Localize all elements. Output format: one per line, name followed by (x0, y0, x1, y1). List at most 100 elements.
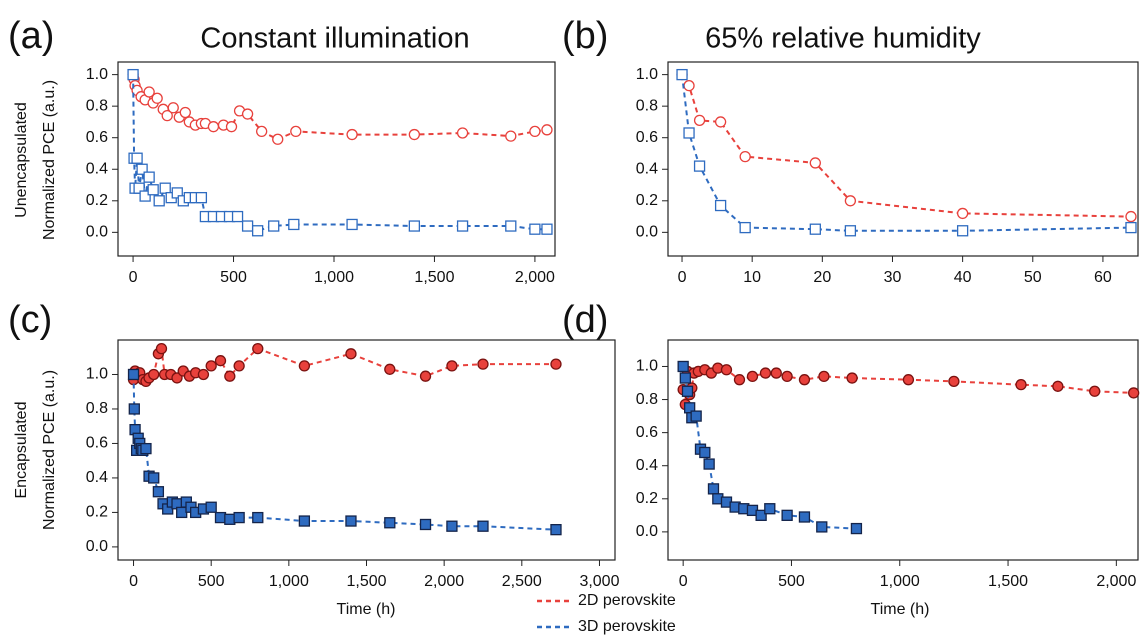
row-label: Encapsulated (13, 402, 30, 499)
series-line (132, 374, 557, 531)
marker (290, 125, 302, 138)
marker (809, 223, 821, 235)
marker (1125, 210, 1137, 223)
marker (252, 511, 264, 524)
marker (419, 370, 432, 382)
x-tick-label: 30 (884, 269, 902, 286)
marker (1128, 387, 1140, 399)
marker (148, 368, 160, 381)
y-tick-label: 0.0 (86, 224, 108, 241)
marker (781, 370, 793, 383)
x-tick-label: 2,000 (515, 269, 555, 286)
marker (233, 511, 245, 524)
x-tick-label: 2,000 (1096, 573, 1136, 590)
marker (252, 342, 264, 355)
marker (1125, 221, 1137, 234)
marker (251, 225, 264, 237)
y-tick-label: 0.4 (86, 469, 108, 486)
x-tick-label: 20 (813, 269, 831, 286)
marker (683, 80, 695, 92)
marker (224, 513, 236, 525)
marker (739, 150, 751, 163)
marker (214, 511, 227, 524)
marker (176, 506, 188, 519)
x-tick-label: 500 (198, 573, 225, 590)
y-tick-label: 0.2 (636, 192, 658, 209)
marker (846, 372, 858, 384)
x-tick-label: 1,500 (414, 269, 454, 286)
marker (764, 503, 776, 515)
marker (205, 360, 217, 372)
marker (446, 360, 458, 372)
marker (693, 160, 706, 172)
marker (809, 157, 821, 169)
marker (690, 410, 702, 422)
marker (195, 191, 208, 204)
row-label: Unencapsulated (13, 102, 30, 218)
marker (703, 458, 715, 470)
x-tick-label: 1,000 (314, 269, 354, 286)
marker (127, 68, 139, 81)
y-tick-label: 0.6 (636, 129, 658, 146)
marker (345, 515, 357, 527)
marker (205, 501, 217, 513)
marker (770, 367, 782, 379)
x-tick-label: 0 (679, 573, 688, 590)
marker (550, 524, 562, 536)
marker (207, 121, 220, 133)
marker (179, 106, 191, 119)
marker (128, 403, 140, 415)
x-tick-label: 3,000 (579, 573, 619, 590)
marker (241, 220, 254, 232)
y-axis-title: Normalized PCE (a.u.) (41, 80, 58, 240)
marker (233, 360, 245, 372)
marker (798, 374, 811, 386)
marker (345, 348, 357, 360)
y-tick-label: 0.8 (636, 97, 658, 114)
marker (224, 370, 236, 382)
y-tick-label: 0.6 (86, 435, 108, 452)
y-tick-label: 1.0 (636, 66, 658, 83)
marker (541, 124, 553, 136)
marker (272, 133, 284, 145)
plot-frame (667, 339, 1139, 561)
x-tick-label: 0 (129, 269, 138, 286)
marker (167, 102, 179, 114)
marker (677, 360, 689, 373)
marker (755, 509, 767, 521)
marker (529, 125, 541, 138)
y-tick-label: 0.2 (86, 504, 108, 521)
marker (948, 375, 960, 388)
x-tick-label: 40 (954, 269, 972, 286)
marker (147, 184, 159, 196)
marker (419, 518, 432, 531)
marker (151, 92, 163, 104)
plot-frame (667, 61, 1139, 257)
x-axis-title: Time (h) (337, 601, 396, 618)
marker (148, 472, 160, 484)
y-tick-label: 0.0 (636, 224, 658, 241)
marker (155, 342, 168, 355)
x-tick-label: 0 (678, 269, 687, 286)
marker (143, 86, 155, 98)
y-axis-title: Normalized PCE (a.u.) (41, 370, 58, 530)
x-tick-label: 60 (1094, 269, 1112, 286)
x-tick-label: 50 (1024, 269, 1042, 286)
y-tick-label: 0.0 (86, 538, 108, 555)
series-line (681, 74, 1132, 218)
marker (477, 358, 489, 370)
panel-title: 65% relative humidity (705, 23, 981, 55)
marker (1089, 385, 1101, 397)
y-tick-label: 0.2 (86, 192, 108, 209)
marker (161, 109, 173, 122)
marker (131, 152, 143, 164)
marker (844, 195, 857, 207)
y-tick-label: 1.0 (86, 66, 108, 83)
series-line (132, 74, 547, 232)
marker (676, 68, 688, 81)
marker (679, 372, 691, 384)
marker (140, 442, 152, 455)
marker (225, 121, 238, 133)
marker (153, 195, 165, 207)
marker (408, 220, 421, 232)
